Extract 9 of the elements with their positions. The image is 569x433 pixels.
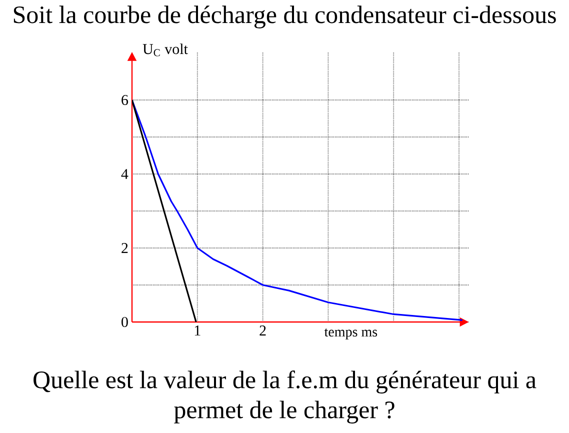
y-tick-label: 0 (122, 316, 128, 328)
y-tick-label: 2 (122, 243, 128, 253)
x-tick-label: 1 (194, 326, 200, 336)
y-tick-label: 4 (121, 169, 128, 179)
chart-title: Soit la courbe de décharge du condensateur ci-dessous (14, 6, 556, 28)
x-axis-title: temps ms (324, 328, 378, 340)
y-tick-label: 6 (122, 94, 128, 106)
y-axis-title: U$_{C}$ volt (142, 44, 188, 56)
source-note: Quelle est la valeur de la f.e.m du générateur qui a permet de le charger ? (34, 370, 536, 424)
